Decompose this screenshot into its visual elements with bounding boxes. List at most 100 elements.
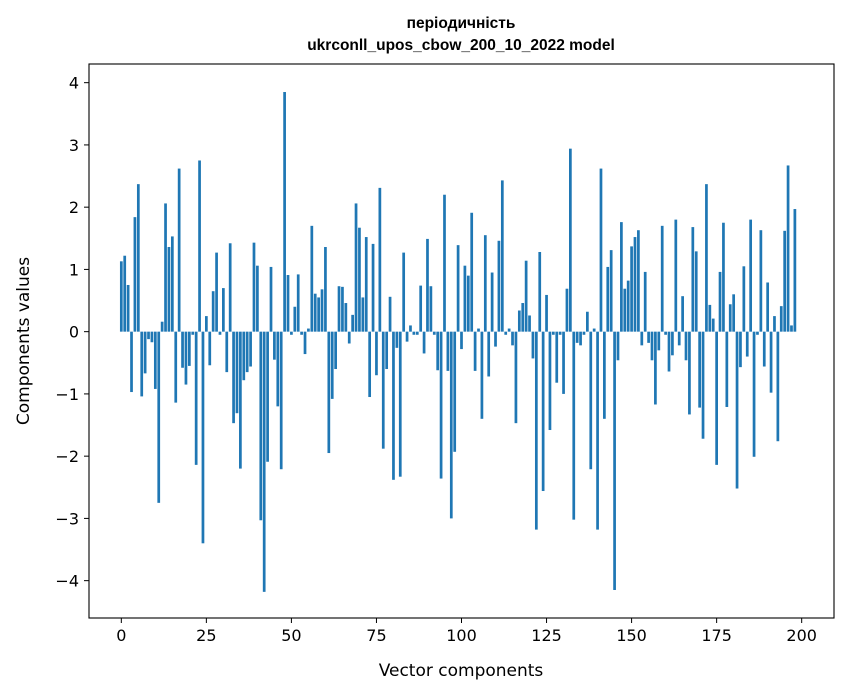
bar-58 — [317, 297, 320, 332]
bar-119 — [524, 260, 528, 332]
bar-87 — [415, 331, 419, 335]
bar-132 — [569, 148, 572, 332]
bar-171 — [701, 331, 705, 439]
bar-77 — [381, 331, 385, 449]
bar-63 — [334, 331, 337, 370]
bar-88 — [419, 285, 423, 332]
bar-44 — [269, 266, 273, 332]
bar-147 — [620, 222, 623, 332]
bar-67 — [347, 331, 351, 344]
bar-178 — [725, 331, 729, 407]
bar-38 — [249, 331, 252, 367]
bar-104 — [473, 331, 477, 371]
y-axis: −4 −3 −2 −1 0 1 2 3 4 — [55, 74, 89, 591]
bar-188 — [759, 230, 763, 332]
bar-35 — [239, 331, 242, 469]
bar-109 — [490, 272, 494, 332]
bar-68 — [351, 314, 354, 332]
x-tick-label: 175 — [701, 626, 732, 645]
bar-70 — [358, 227, 361, 332]
bar-57 — [313, 293, 317, 332]
bar-39 — [252, 242, 256, 332]
x-tick-label: 125 — [531, 626, 562, 645]
bar-167 — [688, 331, 691, 415]
y-tick-label: 4 — [69, 74, 79, 93]
bar-198 — [793, 209, 797, 332]
bar-74 — [371, 243, 375, 332]
bar-177 — [722, 222, 725, 332]
bar-5 — [136, 184, 140, 332]
y-tick-label: −2 — [55, 447, 79, 466]
bar-80 — [392, 331, 395, 480]
bar-131 — [565, 288, 569, 332]
x-tick-label: 150 — [616, 626, 647, 645]
bar-8 — [147, 331, 150, 340]
bar-138 — [589, 331, 593, 470]
bar-170 — [698, 331, 701, 408]
bar-153 — [640, 331, 644, 346]
bar-101 — [463, 265, 467, 332]
bar-76 — [378, 187, 382, 332]
bar-41 — [259, 331, 263, 521]
bar-46 — [276, 331, 280, 407]
bar-181 — [735, 331, 739, 489]
bar-168 — [691, 227, 695, 332]
bar-20 — [187, 331, 191, 366]
bar-92 — [432, 331, 436, 335]
bar-3 — [130, 331, 133, 393]
bar-34 — [235, 331, 239, 414]
bar-194 — [779, 306, 783, 332]
bar-13 — [164, 203, 167, 332]
bar-161 — [667, 331, 671, 372]
bar-191 — [769, 331, 773, 393]
bar-129 — [558, 331, 562, 335]
bar-141 — [599, 168, 603, 332]
bar-56 — [310, 225, 314, 332]
bar-9 — [150, 331, 154, 343]
bar-174 — [711, 318, 715, 332]
bar-95 — [443, 194, 446, 332]
bar-2 — [126, 284, 130, 332]
bar-105 — [477, 328, 480, 332]
bar-96 — [446, 331, 450, 371]
y-axis-label: Components values — [14, 257, 34, 425]
bar-124 — [541, 331, 545, 492]
bar-183 — [742, 266, 746, 332]
bar-14 — [167, 247, 171, 332]
bar-111 — [497, 240, 501, 332]
bar-18 — [181, 331, 184, 368]
bar-94 — [439, 331, 443, 479]
bar-155 — [647, 331, 650, 343]
bar-75 — [375, 331, 378, 376]
bar-69 — [354, 203, 358, 332]
bar-97 — [449, 331, 453, 519]
bar-114 — [507, 328, 511, 332]
bar-106 — [480, 331, 484, 419]
bar-125 — [545, 294, 548, 332]
bar-123 — [538, 251, 542, 332]
bar-154 — [643, 271, 647, 332]
x-tick-label: 25 — [196, 626, 216, 645]
bar-190 — [766, 282, 770, 332]
bar-103 — [470, 212, 474, 332]
bar-79 — [388, 296, 392, 332]
bar-143 — [606, 266, 610, 332]
bar-116 — [514, 331, 518, 424]
bar-27 — [211, 291, 215, 332]
bar-180 — [732, 294, 736, 332]
bar-99 — [456, 245, 460, 332]
bar-185 — [749, 219, 753, 332]
x-axis-label: Vector components — [379, 661, 544, 681]
bar-59 — [320, 289, 324, 332]
bar-113 — [504, 331, 508, 335]
bar-184 — [745, 331, 749, 357]
bar-28 — [215, 252, 218, 332]
bar-193 — [776, 331, 780, 442]
bar-0 — [119, 261, 123, 332]
bar-7 — [143, 331, 147, 374]
bar-156 — [650, 331, 654, 361]
bar-86 — [412, 331, 416, 335]
bar-51 — [293, 306, 297, 332]
bar-47 — [279, 331, 283, 470]
